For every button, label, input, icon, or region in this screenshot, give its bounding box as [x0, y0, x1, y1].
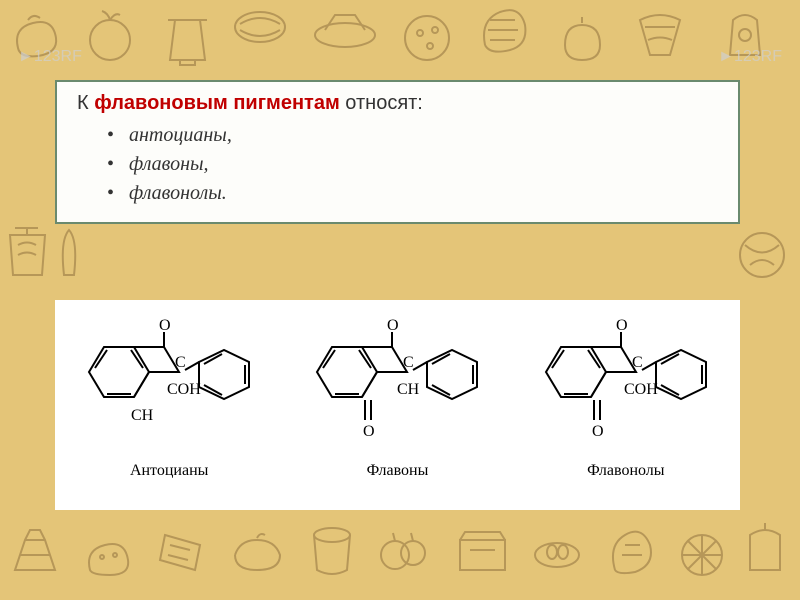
bullet-item: антоцианы, [107, 121, 718, 150]
group-r3: COH [624, 381, 658, 398]
ketone-o: O [363, 423, 375, 440]
bullet-list: антоцианы, флавоны, флавонолы. [77, 121, 718, 208]
molecule-anthocyanin: O C COH CH Антоцианы [56, 312, 282, 480]
molecule-label: Флавоны [367, 462, 429, 480]
molecule-label: Флавонолы [587, 462, 664, 480]
group-r4: CH [131, 407, 154, 424]
atom-c: C [403, 354, 414, 371]
ketone-o: O [592, 423, 604, 440]
atom-c: C [632, 354, 643, 371]
group-r3: COH [167, 381, 201, 398]
bullet-item: флавоны, [107, 150, 718, 179]
atom-o: O [387, 317, 399, 334]
molecule-label: Антоцианы [130, 462, 208, 480]
group-r3: CH [397, 381, 420, 398]
atom-c: C [175, 354, 186, 371]
molecule-flavone: O C CH O Флавоны [284, 312, 510, 480]
panel-title: К флавоновым пигментам относят: [77, 92, 718, 115]
title-prefix: К [77, 92, 94, 114]
atom-o: O [616, 317, 628, 334]
structures-panel: O C COH CH Антоцианы [55, 300, 740, 510]
text-panel: К флавоновым пигментам относят: антоциан… [55, 80, 740, 224]
title-suffix: относят: [340, 92, 423, 114]
atom-o: O [159, 317, 171, 334]
watermark: ►123RF [718, 48, 782, 66]
molecule-flavonol: O C COH O Флавонолы [513, 312, 739, 480]
watermark: ►123RF [18, 48, 82, 66]
title-highlight: флавоновым пигментам [94, 92, 340, 114]
bullet-item: флавонолы. [107, 179, 718, 208]
